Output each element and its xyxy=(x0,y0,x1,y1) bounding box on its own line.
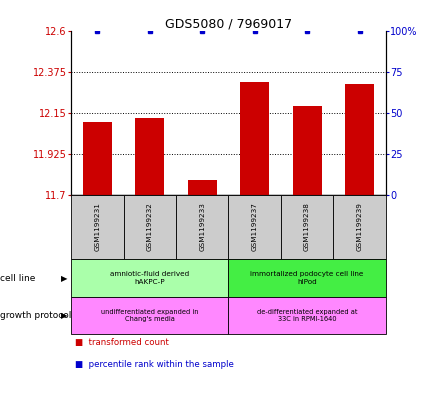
Text: GSM1199239: GSM1199239 xyxy=(356,202,362,252)
Bar xyxy=(344,84,373,195)
Bar xyxy=(292,106,321,195)
Text: ■  percentile rank within the sample: ■ percentile rank within the sample xyxy=(75,360,234,369)
Text: GSM1199232: GSM1199232 xyxy=(147,202,152,252)
Text: cell line: cell line xyxy=(0,274,35,283)
Title: GDS5080 / 7969017: GDS5080 / 7969017 xyxy=(165,17,291,30)
Text: amniotic-fluid derived
hAKPC-P: amniotic-fluid derived hAKPC-P xyxy=(110,271,189,285)
Text: immortalized podocyte cell line
hIPod: immortalized podocyte cell line hIPod xyxy=(250,271,363,285)
Bar xyxy=(240,82,268,195)
Text: growth protocol: growth protocol xyxy=(0,311,71,320)
Text: GSM1199231: GSM1199231 xyxy=(94,202,100,252)
Text: GSM1199238: GSM1199238 xyxy=(304,202,309,252)
Text: GSM1199237: GSM1199237 xyxy=(251,202,257,252)
Bar xyxy=(83,122,111,195)
Text: ▶: ▶ xyxy=(61,311,68,320)
Text: ■  transformed count: ■ transformed count xyxy=(75,338,169,347)
Text: undifferentiated expanded in
Chang's media: undifferentiated expanded in Chang's med… xyxy=(101,309,198,322)
Text: GSM1199233: GSM1199233 xyxy=(199,202,205,252)
Text: ▶: ▶ xyxy=(61,274,68,283)
Text: de-differentiated expanded at
33C in RPMI-1640: de-differentiated expanded at 33C in RPM… xyxy=(256,309,356,322)
Bar xyxy=(135,118,164,195)
Bar xyxy=(187,180,216,195)
